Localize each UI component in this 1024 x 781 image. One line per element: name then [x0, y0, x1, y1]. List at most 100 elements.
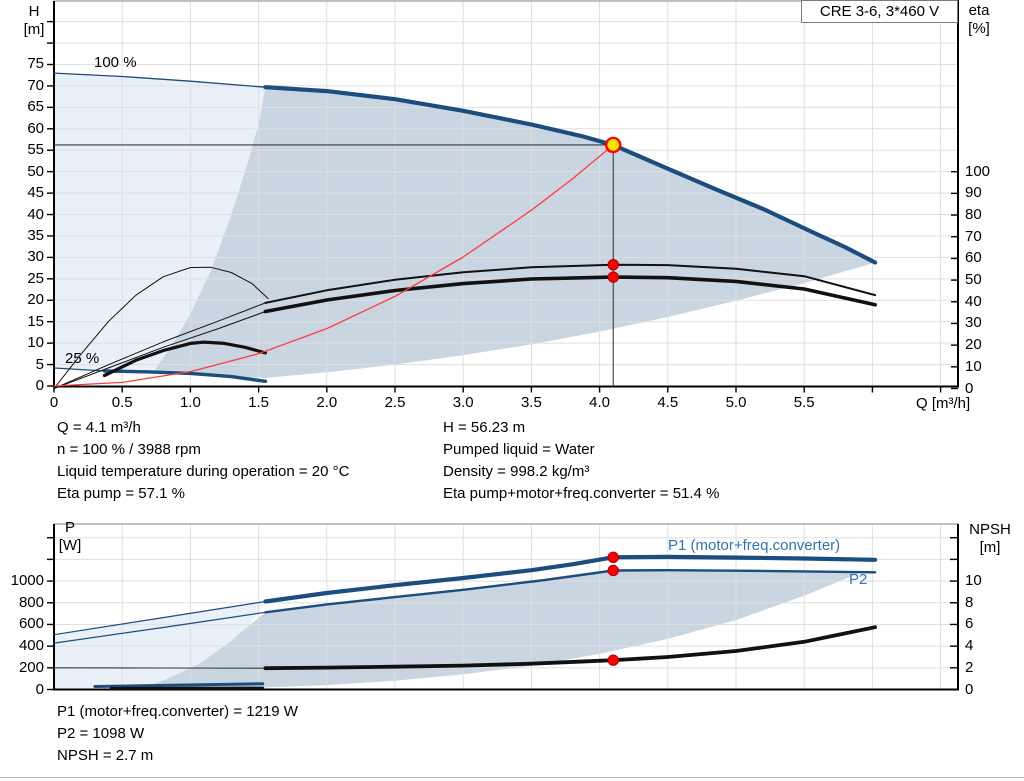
h-tick-label: 70 [27, 76, 44, 94]
curve-p1-25pct [93, 682, 265, 688]
q-tick-label: 5.5 [793, 394, 815, 411]
h-axis-title: H [m] [23, 3, 45, 38]
duty-dot-eta-total [607, 271, 619, 283]
h-tick-label: 45 [27, 184, 44, 202]
curve-p1 [263, 554, 878, 604]
envelope-dark-bottom [138, 570, 862, 690]
npsh-tick-label: 8 [965, 593, 974, 611]
p-tick-label: 0 [35, 680, 44, 698]
eta-tick-label: 20 [965, 336, 982, 354]
q-tick-label: 0.5 [111, 394, 133, 411]
q-tick-label: 4.0 [589, 394, 611, 411]
h-tick-label: 20 [27, 291, 44, 309]
eta-axis-title: eta [%] [968, 2, 990, 37]
eta-tick-label: 30 [965, 314, 982, 332]
eta-tick-label: 60 [965, 249, 982, 267]
curve-head-100pct-low-flow [53, 72, 267, 88]
p2-curve-label: P2 [849, 571, 868, 588]
p-tick-label: 1000 [10, 572, 44, 590]
eta-tick-label: 100 [965, 162, 991, 180]
info-npsh: NPSH = 2.7 m [57, 747, 154, 764]
h-tick-label: 10 [27, 334, 44, 352]
envelope-dark-top [153, 87, 876, 378]
info-eta-total: Eta pump+motor+freq.converter = 51.4 % [443, 485, 720, 502]
curve-eta-total [263, 275, 877, 314]
q-tick-label: 1.5 [248, 394, 270, 411]
curve-p2 [264, 569, 877, 614]
h-tick-label: 65 [27, 98, 44, 116]
p-tick-label: 600 [18, 615, 44, 633]
info-p2: P2 = 1098 W [57, 725, 145, 742]
curve-eta-pump-ext [53, 302, 266, 389]
h-tick-label: 40 [27, 205, 44, 223]
npsh-tick-label: 0 [965, 680, 974, 698]
envelope-light-top [54, 73, 266, 372]
pump-type-label: CRE 3-6, 3*460 V [819, 3, 940, 20]
eta-tick-label: 70 [965, 227, 982, 245]
q-axis-title: Q [m³/h] [916, 395, 971, 412]
h-tick-label: 25 [27, 269, 44, 287]
curve-eta-pump [264, 263, 877, 304]
info-q: Q = 4.1 m³/h [57, 419, 141, 436]
h-tick-label: 0 [35, 377, 44, 394]
npsh-axis-title: NPSH [m] [969, 521, 1011, 556]
eta-tick-label: 80 [965, 206, 982, 224]
q-tick-label: 5.0 [725, 394, 747, 411]
curve-eta-pump-25pct [53, 266, 269, 389]
h-tick-label: 30 [27, 248, 44, 266]
p1-curve-label: P1 (motor+freq.converter) [668, 537, 841, 554]
curve-system-curve [53, 144, 614, 387]
q-tick-label: 1.0 [179, 394, 201, 411]
duty-dot-npsh [607, 654, 619, 666]
h-tick-label: 55 [27, 141, 44, 159]
info-density: Density = 998.2 kg/m³ [443, 463, 590, 480]
p-tick-label: 400 [18, 637, 44, 655]
speed-label-100: 100 % [94, 54, 137, 71]
info-pumped-liquid: Pumped liquid = Water [443, 441, 595, 458]
h-tick-label: 15 [27, 312, 44, 330]
curve-eta-total-25pct [102, 340, 267, 378]
h-tick-label: 35 [27, 226, 44, 244]
curve-eta-total-ext [53, 311, 266, 389]
q-tick-label: 0 [49, 394, 59, 411]
curve-head-25pct [102, 369, 268, 383]
duty-dot-eta-pump [607, 259, 619, 271]
q-tick-label: 3.5 [520, 394, 542, 411]
info-eta-pump: Eta pump = 57.1 % [57, 485, 185, 502]
npsh-tick-label: 2 [965, 658, 974, 676]
npsh-tick-label: 4 [965, 637, 974, 655]
duty-dot-p1 [607, 551, 619, 564]
eta-tick-label: 10 [965, 357, 982, 375]
info-liquid-temp: Liquid temperature during operation = 20… [57, 463, 350, 480]
h-tick-label: 50 [27, 162, 44, 180]
h-tick-label: 60 [27, 119, 44, 137]
info-head: H = 56.23 m [443, 419, 526, 436]
q-tick-label: 2.5 [384, 394, 406, 411]
bottom-separator [0, 777, 1024, 778]
info-p1: P1 (motor+freq.converter) = 1219 W [57, 703, 298, 720]
npsh-tick-label: 10 [965, 572, 982, 590]
h-tick-label: 5 [35, 355, 44, 373]
duty-dot-p2 [607, 564, 619, 577]
curve-p1-low-flow [53, 600, 266, 636]
eta-tick-label: 40 [965, 292, 982, 310]
pump-type-box: CRE 3-6, 3*460 V [801, 0, 958, 23]
speed-label-25: 25 % [65, 350, 100, 367]
eta-tick-label: 90 [965, 184, 982, 202]
q-tick-label: 4.5 [657, 394, 679, 411]
info-speed: n = 100 % / 3988 rpm [57, 441, 201, 458]
q-tick-label: 3.0 [452, 394, 474, 411]
p-tick-label: 200 [18, 658, 44, 676]
h-tick-label: 75 [27, 55, 44, 73]
eta-tick-label: 50 [965, 271, 982, 289]
curve-p2-low-flow [53, 611, 266, 644]
curve-npsh [263, 625, 877, 671]
p-axis-title: P [W] [58, 519, 82, 554]
eta-tick-label: 0 [965, 379, 974, 397]
q-tick-label: 2.0 [316, 394, 338, 411]
npsh-tick-label: 6 [965, 615, 974, 633]
duty-point-marker[interactable] [605, 136, 622, 154]
p-tick-label: 800 [18, 593, 44, 611]
